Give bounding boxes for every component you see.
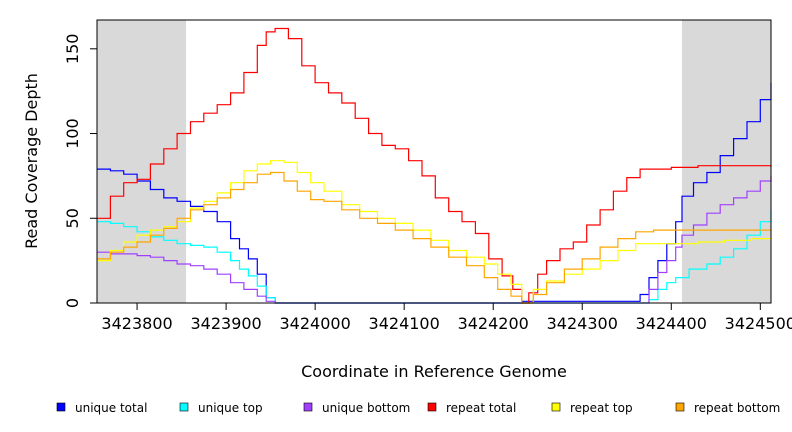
x-tick-label: 3424500 [725, 314, 792, 333]
series-lines [97, 27, 772, 304]
legend-label: repeat top [570, 401, 633, 415]
legend: unique total unique top unique bottom repea… [56, 401, 780, 415]
y-axis: 0 50 100 150 [63, 34, 98, 308]
series-line-unique-total [97, 82, 772, 304]
legend-item-unique-total: unique total [56, 401, 147, 415]
x-tick-label: 3424200 [458, 314, 529, 333]
legend-item-repeat-total: repeat total [427, 401, 516, 415]
x-tick-label: 3424100 [369, 314, 440, 333]
legend-swatch [56, 402, 66, 412]
x-tick-label: 3423900 [190, 314, 261, 333]
legend-label: unique bottom [322, 401, 410, 415]
x-tick-label: 3423800 [101, 314, 172, 333]
series-line-unique-bottom [97, 175, 772, 304]
x-axis: 3423800 3423900 3424000 3424100 3424200 34243… [101, 302, 792, 333]
y-tick-label: 100 [63, 118, 82, 149]
legend-swatch [427, 402, 437, 412]
series-line-repeat-bottom [97, 171, 771, 304]
legend-label: repeat bottom [694, 401, 780, 415]
legend-item-repeat-bottom: repeat bottom [675, 401, 780, 415]
legend-label: unique total [75, 401, 147, 415]
y-tick-label: 150 [63, 34, 82, 65]
y-tick-label: 0 [63, 298, 82, 308]
legend-swatch [303, 402, 313, 412]
legend-swatch [551, 402, 561, 412]
x-tick-label: 3424400 [636, 314, 707, 333]
legend-label: unique top [198, 401, 263, 415]
legend-swatch [179, 402, 189, 412]
shaded-region-2 [681, 20, 771, 303]
x-axis-title: Coordinate in Reference Genome [301, 362, 567, 381]
series-line-repeat-total [97, 27, 772, 304]
legend-label: repeat total [446, 401, 516, 415]
y-axis-title: Read Coverage Depth [22, 73, 41, 249]
series-line-repeat-top [97, 160, 772, 304]
shaded-regions [97, 20, 771, 303]
legend-item-unique-top: unique top [179, 401, 263, 415]
y-tick-label: 50 [63, 208, 82, 228]
x-tick-label: 3424000 [280, 314, 351, 333]
series-line-unique-top [97, 209, 772, 304]
x-tick-label: 3424300 [547, 314, 618, 333]
legend-item-repeat-top: repeat top [551, 401, 633, 415]
legend-swatch [675, 402, 685, 412]
legend-item-unique-bottom: unique bottom [303, 401, 410, 415]
